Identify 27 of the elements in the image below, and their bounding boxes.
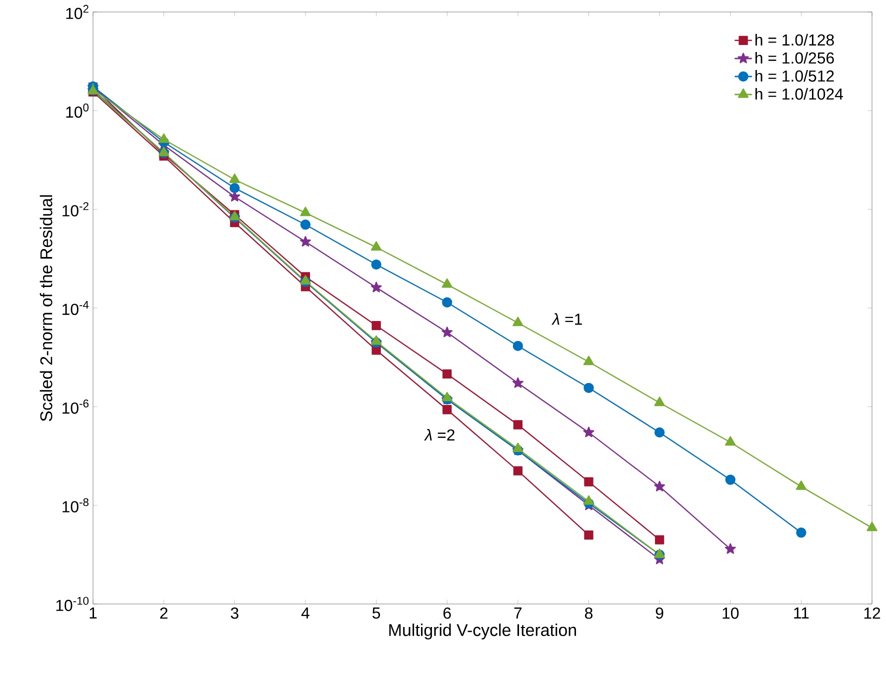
legend-label: h = 1.0/128 xyxy=(755,34,834,46)
x-tick-label: 9 xyxy=(656,608,664,619)
annotation: λ =2 xyxy=(424,428,454,440)
y-tick-label: 10$^{-4}$ xyxy=(62,300,89,316)
y-tick-label: 10$^{-8}$ xyxy=(62,498,89,512)
x-tick-label: 3 xyxy=(230,608,238,619)
x-tick-label: 4 xyxy=(301,608,310,618)
x-tick-label: 1 xyxy=(90,608,97,618)
x-tick-label: 5 xyxy=(372,608,380,619)
x-tick-label: 8 xyxy=(584,608,592,619)
y-tick-label: 10$^{-2}$ xyxy=(62,202,88,216)
x-tick-label: 10 xyxy=(722,608,739,619)
x-tick-label: 2 xyxy=(160,608,168,619)
x-tick-label: 6 xyxy=(443,608,451,619)
y-tick-label: 10$^{-6}$ xyxy=(62,400,89,414)
legend-label: h = 1.0/512 xyxy=(755,70,834,82)
x-tick-label: 12 xyxy=(864,608,880,619)
y-tick-label: 10$^{-10}$ xyxy=(56,596,89,612)
annotation: λ =1 xyxy=(552,313,582,325)
legend-label: h = 1.0/256 xyxy=(755,52,834,64)
x-axis-title: Multigrid V-cycle Iteration xyxy=(389,624,576,640)
y-tick-label: 10$^{0}$ xyxy=(66,104,89,118)
y-tick-label: 10$^{2}$ xyxy=(66,4,88,20)
legend-label: h = 1.0/1024 xyxy=(755,88,843,100)
y-axis-title: Scaled 2-norm of the Residual xyxy=(40,195,52,422)
x-tick-label: 11 xyxy=(794,608,809,618)
x-tick-label: 7 xyxy=(514,608,522,618)
